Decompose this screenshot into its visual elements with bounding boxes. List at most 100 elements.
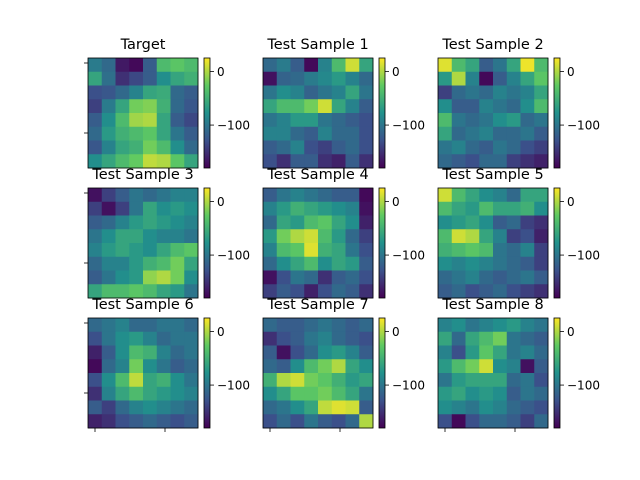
heatmap-cell xyxy=(318,270,333,285)
heatmap-cell xyxy=(290,345,305,360)
panel-6: Test Sample 5 0 −100 xyxy=(437,167,600,299)
heatmap-cell xyxy=(520,215,535,230)
panel-3: Test Sample 2 0 −100 xyxy=(437,37,600,169)
heatmap-cell xyxy=(184,188,199,203)
heatmap-cell xyxy=(129,58,144,73)
heatmap-cell xyxy=(304,359,319,374)
panel-title: Test Sample 4 xyxy=(266,167,368,183)
heatmap-cell xyxy=(170,215,185,230)
colorbar-tick-label: −100 xyxy=(217,119,250,133)
heatmap-cell xyxy=(115,373,130,388)
heatmap-cell xyxy=(101,201,116,216)
heatmap-cell xyxy=(438,386,453,401)
heatmap-cell xyxy=(263,318,278,333)
heatmap-cell xyxy=(345,318,360,333)
heatmap-cell xyxy=(359,113,374,128)
heatmap-cell xyxy=(156,58,171,73)
panel-1: Target 0 −100 xyxy=(84,37,250,169)
heatmap-cell xyxy=(451,345,466,360)
heatmap-cell xyxy=(451,188,466,203)
heatmap-cell xyxy=(184,414,199,429)
heatmap-cell xyxy=(143,126,158,141)
heatmap-cell xyxy=(156,331,171,346)
panel-title: Test Sample 6 xyxy=(91,297,193,313)
heatmap-cell xyxy=(88,270,103,285)
heatmap-cell xyxy=(479,284,494,299)
heatmap-cell xyxy=(438,201,453,216)
colorbar-tick-label: 0 xyxy=(567,325,575,339)
heatmap-cell xyxy=(345,270,360,285)
heatmap-cell xyxy=(534,215,549,230)
heatmap-cell xyxy=(493,331,508,346)
heatmap-cell xyxy=(359,359,374,374)
heatmap-cell xyxy=(276,256,291,271)
heatmap-cell xyxy=(115,270,130,285)
heatmap-cell xyxy=(156,71,171,86)
heatmap-cell xyxy=(101,256,116,271)
colorbar-tick-label: 0 xyxy=(392,325,400,339)
heatmap-cell xyxy=(115,99,130,114)
panel-title: Test Sample 7 xyxy=(266,297,368,313)
heatmap-cell xyxy=(451,71,466,86)
heatmap-cell xyxy=(520,270,535,285)
heatmap-cell xyxy=(101,154,116,169)
panel-frame xyxy=(437,187,549,299)
heatmap-cell xyxy=(520,140,535,155)
heatmap-cell xyxy=(184,229,199,244)
heatmap-cell xyxy=(276,126,291,141)
heatmap-cell xyxy=(304,256,319,271)
heatmap-cell xyxy=(263,270,278,285)
heatmap-cell xyxy=(170,243,185,258)
heatmap-cell xyxy=(304,386,319,401)
heatmap-cell xyxy=(304,154,319,169)
heatmap-cell xyxy=(451,243,466,258)
heatmap-cell xyxy=(184,126,199,141)
heatmap-cell xyxy=(129,140,144,155)
heatmap-cell xyxy=(345,400,360,415)
heatmap-cell xyxy=(304,215,319,230)
heatmap-cell xyxy=(304,85,319,100)
heatmap-cell xyxy=(465,201,480,216)
heatmap-cell xyxy=(290,99,305,114)
heatmap-cell xyxy=(331,400,346,415)
heatmap-cell xyxy=(451,331,466,346)
heatmap-cell xyxy=(88,400,103,415)
heatmap-cell xyxy=(143,229,158,244)
heatmap-cell xyxy=(184,85,199,100)
heatmap-cell xyxy=(318,331,333,346)
heatmap-cell xyxy=(506,85,521,100)
heatmap-cell xyxy=(359,154,374,169)
heatmap-cell xyxy=(276,284,291,299)
heatmap-cell xyxy=(170,373,185,388)
heatmap-cell xyxy=(438,373,453,388)
heatmap-cell xyxy=(479,270,494,285)
heatmap-cell xyxy=(331,229,346,244)
heatmap-cell xyxy=(276,331,291,346)
heatmap-cell xyxy=(129,331,144,346)
colorbar xyxy=(203,187,211,299)
heatmap-cell xyxy=(534,188,549,203)
heatmap-cell xyxy=(143,270,158,285)
heatmap-cell xyxy=(263,359,278,374)
heatmap-cell xyxy=(290,113,305,128)
heatmap-cell xyxy=(331,71,346,86)
heatmap-cell xyxy=(263,400,278,415)
heatmap-cell xyxy=(88,386,103,401)
panel-8: Test Sample 7 0 −100 xyxy=(262,297,425,432)
heatmap-cell xyxy=(115,256,130,271)
heatmap-cell xyxy=(88,243,103,258)
heatmap-cell xyxy=(156,201,171,216)
heatmap-cell xyxy=(129,188,144,203)
heatmap-cell xyxy=(479,359,494,374)
heatmap-cell xyxy=(304,71,319,86)
heatmap-cell xyxy=(534,345,549,360)
heatmap-cell xyxy=(534,331,549,346)
heatmap-cell xyxy=(438,318,453,333)
heatmap-cell xyxy=(534,373,549,388)
heatmap-cell xyxy=(465,400,480,415)
colorbar-tick-label: 0 xyxy=(392,65,400,79)
heatmap-cell xyxy=(290,318,305,333)
heatmap-cell xyxy=(438,414,453,429)
heatmap-cell xyxy=(115,140,130,155)
heatmap-cell xyxy=(276,113,291,128)
